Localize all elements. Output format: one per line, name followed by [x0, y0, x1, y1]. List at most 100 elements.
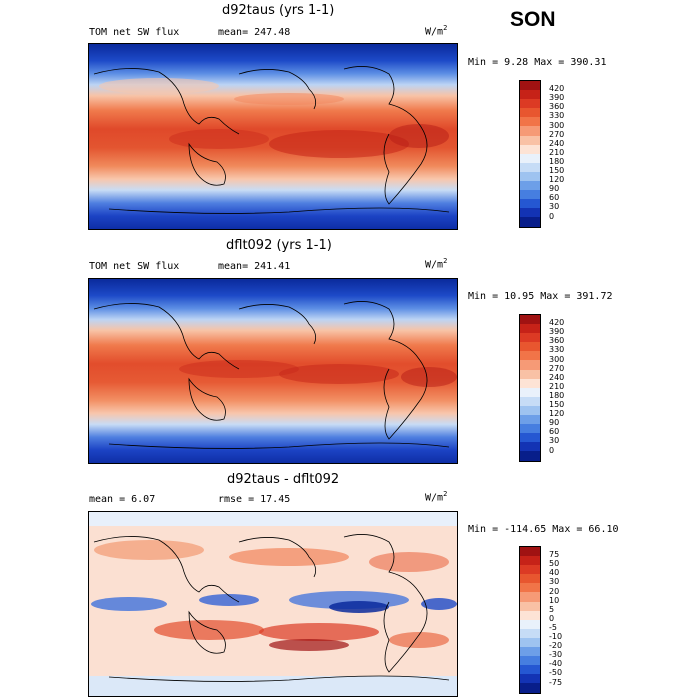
colorbar-label: 30: [549, 577, 560, 587]
colorbar-swatch: [520, 360, 540, 370]
panel-2-title: dflt092 (yrs 1-1): [226, 238, 332, 253]
colorbar-swatch: [520, 208, 540, 218]
colorbar-label: 210: [549, 147, 565, 157]
colorbar-label: -30: [549, 650, 563, 660]
colorbar-swatch: [520, 387, 540, 397]
colorbar-label: 270: [549, 129, 565, 139]
colorbar-swatch: [520, 637, 540, 648]
colorbar-label: 360: [549, 336, 565, 346]
colorbar-label: -5: [549, 622, 557, 632]
colorbar-swatch: [520, 153, 540, 163]
colorbar-label: 390: [549, 327, 565, 337]
colorbar-swatch: [520, 81, 540, 91]
colorbar-swatch: [520, 126, 540, 136]
colorbar-label: -50: [549, 668, 563, 678]
panel-2-colorbar: [519, 314, 541, 462]
colorbar-label: 20: [549, 586, 560, 596]
colorbar-label: -10: [549, 632, 563, 641]
colorbar-swatch: [520, 181, 540, 191]
colorbar-swatch: [520, 217, 540, 227]
colorbar-swatch: [520, 351, 540, 361]
panel-1-units: W/m2: [425, 24, 448, 38]
colorbar-swatch: [520, 683, 540, 693]
colorbar-swatch: [520, 610, 540, 620]
colorbar-swatch: [520, 324, 540, 334]
colorbar-label: 60: [549, 193, 560, 203]
colorbar-swatch: [520, 190, 540, 200]
panel-3-rmse-label: rmse = 17.45: [218, 494, 291, 505]
colorbar-label: 180: [549, 156, 565, 166]
colorbar-swatch: [520, 656, 540, 666]
colorbar-swatch: [520, 415, 540, 425]
colorbar-label: 330: [549, 345, 565, 355]
panel-3-map: [88, 511, 458, 697]
colorbar-swatch: [520, 135, 540, 145]
colorbar-swatch: [520, 665, 540, 675]
colorbar-swatch: [520, 451, 540, 461]
colorbar-label: 360: [549, 102, 565, 112]
panel-1-mean-label: mean= 247.48: [218, 27, 291, 38]
panel-3-title: d92taus - dflt092: [227, 472, 340, 487]
colorbar-label: 30: [549, 202, 560, 212]
colorbar-swatch: [520, 405, 540, 416]
colorbar-swatch: [520, 144, 540, 154]
colorbar-label: 60: [549, 427, 560, 437]
colorbar-swatch: [520, 199, 540, 209]
colorbar-label: 0: [549, 445, 555, 455]
colorbar-label: 330: [549, 111, 565, 121]
colorbar-label: 40: [549, 568, 560, 578]
colorbar-swatch: [520, 378, 540, 388]
panel-3-min-max: Min = -114.65 Max = 66.10: [468, 524, 619, 535]
colorbar-swatch: [520, 424, 540, 434]
colorbar-swatch: [520, 556, 540, 566]
colorbar-swatch: [520, 674, 540, 684]
colorbar-swatch: [520, 315, 540, 325]
colorbar-label: -20: [549, 641, 563, 651]
panel-3-mean-label: mean = 6.07: [89, 494, 156, 505]
colorbar-label: 150: [549, 400, 565, 409]
panel-3-colorbar: [519, 546, 541, 694]
colorbar-label: 0: [549, 211, 555, 221]
colorbar-label: -40: [549, 659, 563, 669]
colorbar-label: 10: [549, 595, 560, 605]
colorbar-label: 120: [549, 175, 565, 185]
panel-2-map: [88, 278, 458, 464]
panel-1-title: d92taus (yrs 1-1): [222, 3, 335, 18]
colorbar-swatch: [520, 574, 540, 584]
colorbar-label: 150: [549, 166, 565, 175]
colorbar-swatch: [520, 619, 540, 629]
colorbar-label: -75: [549, 677, 563, 687]
colorbar-swatch: [520, 342, 540, 352]
colorbar-label: 420: [549, 84, 565, 94]
colorbar-swatch: [520, 117, 540, 127]
colorbar-label: 30: [549, 436, 560, 446]
panel-2-min-max: Min = 10.95 Max = 391.72: [468, 291, 613, 302]
colorbar-swatch: [520, 433, 540, 443]
colorbar-label: 180: [549, 390, 565, 400]
colorbar-label: 75: [549, 550, 560, 560]
colorbar-label: 390: [549, 93, 565, 103]
colorbar-swatch: [520, 90, 540, 100]
colorbar-label: 5: [549, 604, 555, 614]
panel-2-variable-label: TOM net SW flux: [89, 261, 180, 272]
colorbar-label: 300: [549, 120, 565, 130]
panel-2-units: W/m2: [425, 257, 448, 271]
colorbar-label: 90: [549, 418, 560, 428]
colorbar-label: 0: [549, 613, 555, 623]
colorbar-swatch: [520, 442, 540, 452]
colorbar-swatch: [520, 99, 540, 109]
panel-1-colorbar: [519, 80, 541, 228]
colorbar-label: 50: [549, 559, 560, 569]
panel-1-min-max: Min = 9.28 Max = 390.31: [468, 57, 607, 68]
colorbar-label: 90: [549, 184, 560, 194]
colorbar-swatch: [520, 171, 540, 182]
colorbar-swatch: [520, 583, 540, 593]
colorbar-swatch: [520, 333, 540, 343]
colorbar-swatch: [520, 565, 540, 575]
season-label: SON: [510, 8, 556, 31]
colorbar-swatch: [520, 647, 540, 657]
colorbar-label: 420: [549, 318, 565, 328]
colorbar-label: 210: [549, 381, 565, 391]
colorbar-swatch: [520, 108, 540, 118]
colorbar-label: 240: [549, 138, 565, 148]
